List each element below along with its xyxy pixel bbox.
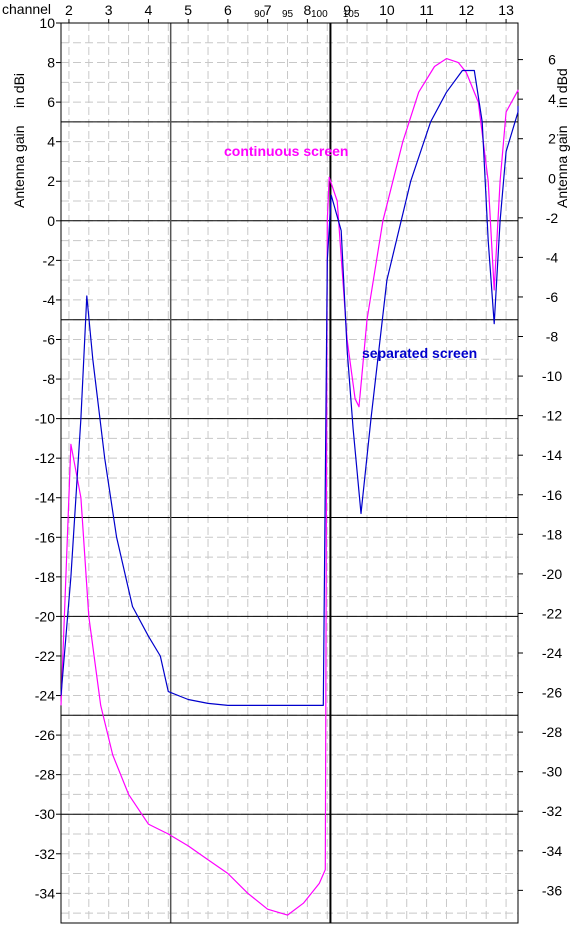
left-tick-label: -30 (35, 806, 55, 822)
left-axis-title-main: Antenna gain (11, 125, 27, 208)
series-label-separated: separated screen (362, 345, 477, 361)
channel-tick-label: 13 (498, 2, 514, 18)
right-tick-label: -4 (546, 249, 559, 265)
channel-tick-label: 4 (145, 2, 153, 18)
channel-tick-label: 10 (379, 2, 395, 18)
right-tick-label: -26 (542, 685, 562, 701)
left-tick-label: -22 (35, 648, 55, 664)
right-tick-label: -20 (542, 566, 562, 582)
right-tick-label: 4 (548, 91, 556, 107)
right-tick-label: -36 (542, 882, 562, 898)
left-tick-label: -34 (35, 885, 55, 901)
left-tick-label: -10 (35, 411, 55, 427)
left-tick-label: 10 (39, 15, 55, 31)
left-tick-label: -20 (35, 608, 55, 624)
fm-tick-label: 95 (282, 9, 294, 20)
series-line-separated (60, 69, 519, 707)
right-tick-label: -12 (542, 408, 562, 424)
right-tick-label: 2 (548, 131, 556, 147)
top-axis-ticks: 2 3 4 5 6 7 8 9 10 11 12 13 90 95 100 105 (65, 2, 514, 23)
left-tick-label: 0 (47, 213, 55, 229)
right-tick-label: -16 (542, 487, 562, 503)
channel-tick-label: 5 (184, 2, 192, 18)
channel-tick-label: 9 (343, 2, 351, 18)
channel-tick-label: 12 (459, 2, 475, 18)
channel-tick-label: 8 (303, 2, 311, 18)
channel-tick-label: 2 (65, 2, 73, 18)
left-tick-label: -26 (35, 727, 55, 743)
series-line-continuous (60, 57, 519, 916)
left-tick-label: -24 (35, 688, 55, 704)
fm-tick-label: 100 (311, 9, 328, 20)
channel-tick-label: 6 (224, 2, 232, 18)
channel-tick-label: 7 (264, 2, 272, 18)
left-tick-label: -14 (35, 490, 55, 506)
right-tick-label: -2 (546, 210, 559, 226)
right-axis-ticks: -36-34-32-30-28-26-24-22-20-18-16-14-12-… (518, 52, 562, 898)
left-tick-label: -32 (35, 846, 55, 862)
left-tick-label: -2 (43, 252, 56, 268)
left-axis-ticks: -34-32-30-28-26-24-22-20-18-16-14-12-10-… (35, 15, 61, 901)
left-tick-label: 8 (47, 55, 55, 71)
right-tick-label: -22 (542, 605, 562, 621)
right-tick-label: -34 (542, 843, 562, 859)
right-tick-label: -8 (546, 329, 559, 345)
left-tick-label: -16 (35, 529, 55, 545)
left-tick-label: 2 (47, 173, 55, 189)
plot-frame (60, 22, 519, 924)
left-tick-label: -6 (43, 331, 56, 347)
right-tick-label: -24 (542, 645, 562, 661)
left-tick-label: -18 (35, 569, 55, 585)
right-tick-label: -18 (542, 526, 562, 542)
channel-tick-label: 11 (419, 2, 434, 18)
series-lines (60, 57, 519, 916)
fm-tick-label: 90 (254, 9, 266, 20)
right-tick-label: -14 (542, 447, 562, 463)
right-tick-label: -32 (542, 803, 562, 819)
series-label-continuous: continuous screen (224, 143, 348, 159)
band-dividers (169, 23, 332, 923)
right-axis-title-unit: in dBd (554, 68, 570, 108)
channel-tick-label: 3 (105, 2, 113, 18)
top-axis-prefix: channel (2, 1, 51, 17)
right-tick-label: 0 (548, 170, 556, 186)
right-axis-title-main: Antenna gain (554, 125, 570, 208)
fm-tick-label: 105 (343, 9, 360, 20)
right-tick-label: -10 (542, 368, 562, 384)
left-tick-label: -8 (43, 371, 56, 387)
right-tick-label: -28 (542, 724, 562, 740)
right-tick-label: 6 (548, 52, 556, 68)
left-tick-label: -28 (35, 767, 55, 783)
left-tick-label: -4 (43, 292, 56, 308)
left-tick-label: 6 (47, 94, 55, 110)
right-tick-label: -6 (546, 289, 559, 305)
left-tick-label: -12 (35, 450, 55, 466)
left-axis-title-unit: in dBi (11, 73, 27, 108)
right-tick-label: -30 (542, 764, 562, 780)
left-tick-label: 4 (47, 134, 55, 150)
major-grid (61, 121, 518, 815)
